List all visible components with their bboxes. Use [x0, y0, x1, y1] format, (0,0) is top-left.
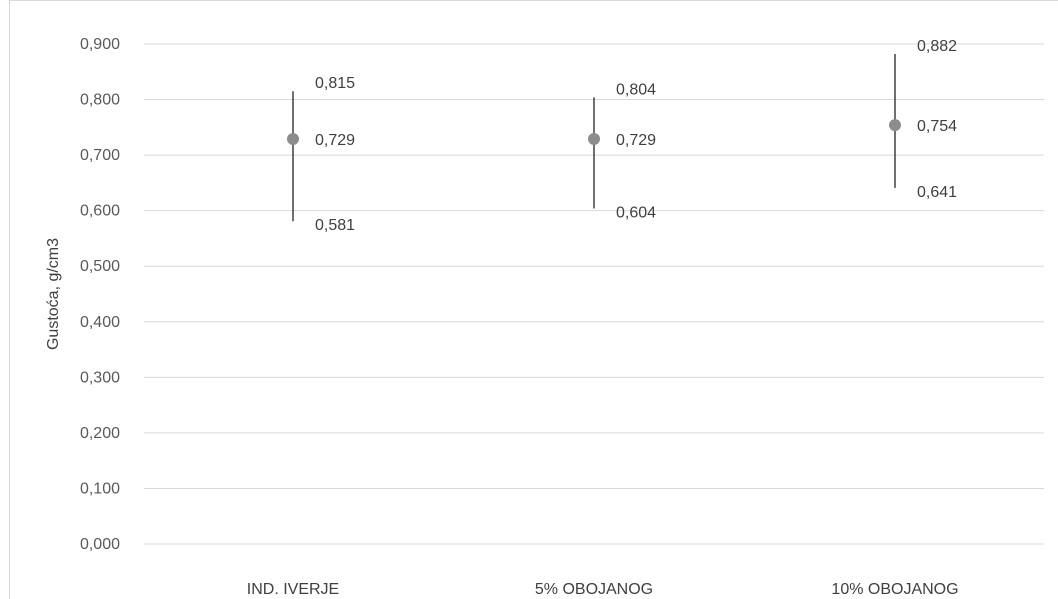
y-tick-label: 0,600 [80, 203, 120, 220]
y-tick-label: 0,900 [80, 36, 120, 53]
mean-label: 0,754 [917, 118, 957, 135]
mean-point [889, 119, 901, 132]
min-label: 0,604 [616, 204, 656, 221]
y-tick-label: 0,800 [80, 92, 120, 109]
y-tick-labels: 0,000 0,100 0,200 0,300 0,400 0,500 0,600 0,700… [80, 36, 120, 553]
y-tick-label: 0,400 [80, 314, 120, 331]
max-label: 0,804 [616, 81, 656, 98]
chart-frame [9, 0, 1058, 599]
y-tick-label: 0,200 [80, 425, 120, 442]
min-label: 0,581 [315, 217, 355, 234]
y-tick-label: 0,300 [80, 369, 120, 386]
min-label: 0,641 [917, 184, 957, 201]
mean-label: 0,729 [616, 132, 656, 149]
mean-point [287, 133, 299, 145]
y-tick-label: 0,000 [80, 536, 120, 553]
x-category-label: IND. IVERJE [247, 581, 339, 598]
y-tick-label: 0,100 [80, 480, 120, 497]
mean-point [588, 133, 600, 145]
x-category-label: 10% OBOJANOG [831, 581, 958, 598]
mean-label: 0,729 [315, 132, 355, 149]
max-label: 0,815 [315, 75, 355, 92]
y-axis-title: Gustoća, g/cm3 [45, 238, 62, 350]
max-label: 0,882 [917, 38, 957, 55]
x-category-labels: IND. IVERJE 5% OBOJANOG 10% OBOJANOG [247, 581, 959, 598]
x-category-label: 5% OBOJANOG [535, 581, 653, 598]
y-tick-label: 0,500 [80, 258, 120, 275]
data-marks: 0,815 0,729 0,581 0,804 0,729 0,604 0,882 0,754… [287, 38, 957, 234]
y-tick-label: 0,700 [80, 147, 120, 164]
grid-lines [144, 43, 1044, 545]
